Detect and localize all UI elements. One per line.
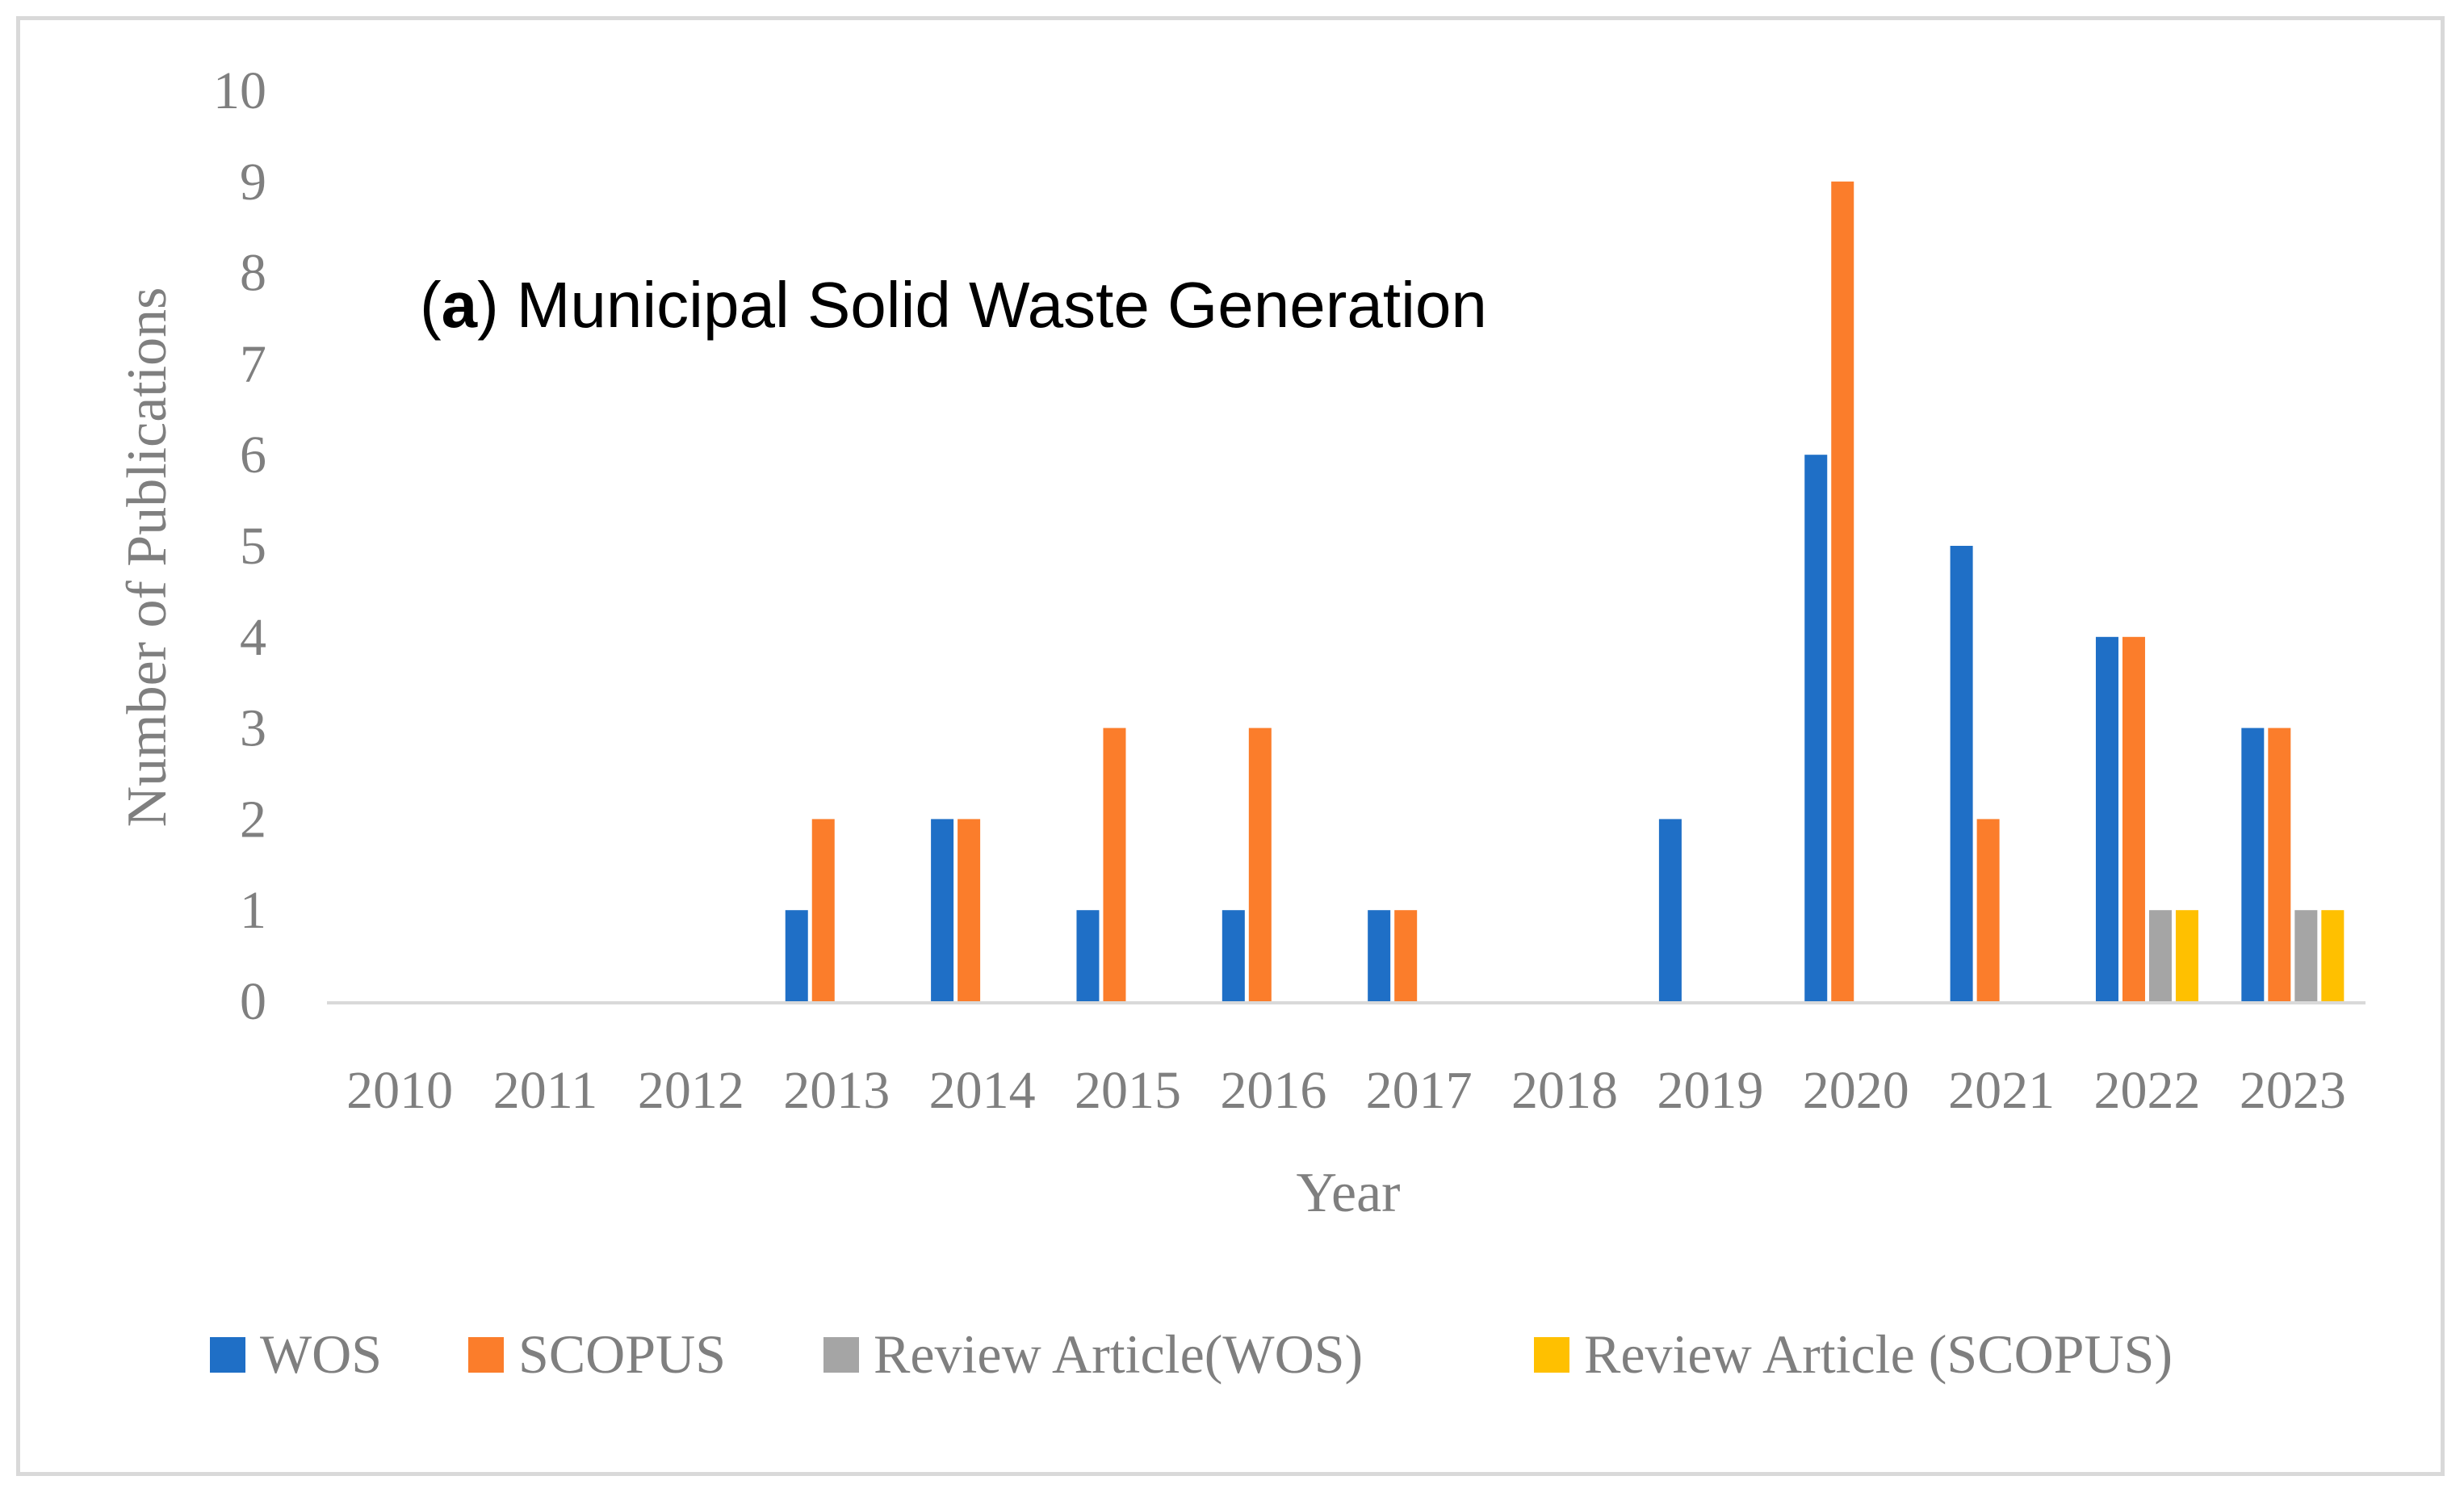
y-tick-label: 4 <box>240 608 266 667</box>
y-tick-label: 0 <box>240 972 266 1031</box>
y-axis-ticks: 0 1 2 3 4 5 6 7 8 9 10 <box>213 61 266 1031</box>
bar-wos-2017 <box>1368 910 1391 1001</box>
bar-scopus-2013 <box>811 819 835 1001</box>
legend-label: Review Article (SCOPUS) <box>1584 1323 2173 1385</box>
x-tick-label: 2013 <box>783 1061 890 1120</box>
legend-swatch <box>468 1337 504 1373</box>
y-tick-label: 6 <box>240 426 266 484</box>
bar-wos-2015 <box>1076 910 1100 1001</box>
svg-text:(a)Municipal Solid Waste Gener: (a) Municipal Solid Waste Generation <box>420 269 1487 341</box>
x-tick-label: 2014 <box>929 1061 1036 1120</box>
annotation-letter: a <box>442 269 478 341</box>
x-tick-label: 2015 <box>1075 1061 1181 1120</box>
y-tick-label: 2 <box>240 790 266 849</box>
annotation-close-paren: ) <box>477 269 499 341</box>
x-tick-label: 2011 <box>493 1061 598 1120</box>
legend: WOS SCOPUS Review Article(WOS) Review Artic… <box>210 1323 2173 1385</box>
bar-scopus-2021 <box>1976 819 2000 1001</box>
bar-scopus-2016 <box>1248 728 1272 1001</box>
bar-wos-2013 <box>785 910 808 1001</box>
bar-wos-2019 <box>1658 819 1682 1001</box>
y-tick-label: 9 <box>240 153 266 212</box>
bar-wos-2022 <box>2095 636 2118 1001</box>
bar-scopus-2014 <box>958 819 981 1001</box>
bar-scopus-2023 <box>2268 728 2291 1001</box>
bar-wos-2014 <box>931 819 954 1001</box>
bar-wos-2020 <box>1804 455 1828 1001</box>
bar-review-article-wos-2023 <box>2294 910 2318 1001</box>
bar-wos-2023 <box>2241 728 2265 1001</box>
chart-frame <box>16 16 2445 1476</box>
y-tick-label: 8 <box>240 244 266 303</box>
x-tick-label: 2022 <box>2093 1061 2200 1120</box>
bar-wos-2016 <box>1222 910 1245 1001</box>
x-tick-label: 2010 <box>346 1061 453 1120</box>
y-axis-title: Number of Publications <box>116 287 178 828</box>
x-tick-label: 2017 <box>1366 1061 1473 1120</box>
legend-swatch <box>1534 1337 1569 1373</box>
x-axis-ticks: 2010 2011 2012 2013 2014 2015 2016 2017 2018 2019… <box>346 1061 2346 1120</box>
x-tick-label: 2012 <box>638 1061 744 1120</box>
bar-review-article-scopus-2022 <box>2175 910 2198 1001</box>
x-tick-label: 2018 <box>1511 1061 1618 1120</box>
bar-scopus-2015 <box>1103 728 1126 1001</box>
bar-scopus-2017 <box>1394 910 1418 1001</box>
bar-scopus-2022 <box>2122 636 2145 1001</box>
legend-swatch <box>823 1337 859 1373</box>
bar-review-article-wos-2022 <box>2148 910 2172 1001</box>
annotation-text: Municipal Solid Waste Generation <box>517 269 1487 341</box>
y-tick-label: 7 <box>240 334 266 393</box>
y-tick-label: 10 <box>213 61 266 120</box>
x-tick-label: 2021 <box>1948 1061 2055 1120</box>
bar-scopus-2020 <box>1831 181 1854 1002</box>
legend-label: WOS <box>260 1323 382 1385</box>
annotation-open-paren: ( <box>420 269 442 341</box>
x-tick-label: 2020 <box>1803 1061 1909 1120</box>
bar-review-article-scopus-2023 <box>2321 910 2345 1001</box>
x-tick-label: 2019 <box>1657 1061 1763 1120</box>
legend-label: SCOPUS <box>518 1323 726 1385</box>
x-axis-title: Year <box>1297 1162 1401 1224</box>
bars <box>785 181 2345 1002</box>
x-tick-label: 2016 <box>1220 1061 1326 1120</box>
y-tick-label: 5 <box>240 517 266 576</box>
x-tick-label: 2023 <box>2240 1061 2346 1120</box>
chart-annotation: (a) Municipal Solid Waste Generation <box>420 269 1487 341</box>
y-tick-label: 1 <box>240 881 266 940</box>
y-tick-label: 3 <box>240 699 266 758</box>
legend-swatch <box>210 1337 245 1373</box>
legend-label: Review Article(WOS) <box>874 1323 1363 1385</box>
bar-wos-2021 <box>1950 546 1973 1001</box>
